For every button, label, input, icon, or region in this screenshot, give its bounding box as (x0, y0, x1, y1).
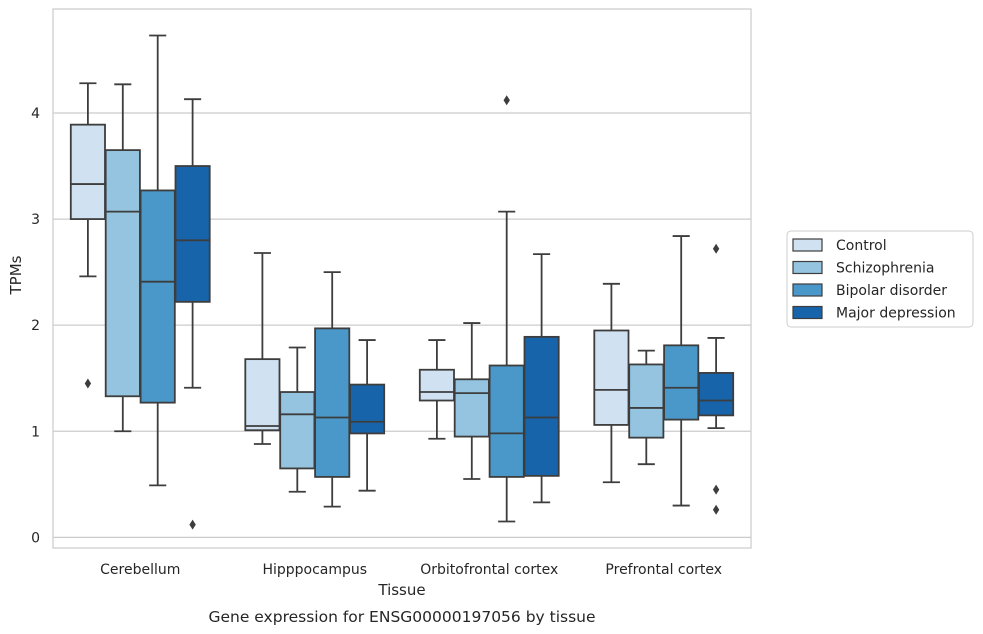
box-iqr (628, 363, 665, 439)
y-tick-label: 4 (31, 106, 40, 122)
figure-caption: Gene expression for ENSG00000197056 by t… (208, 608, 595, 626)
legend-swatch (792, 305, 823, 320)
box-iqr (314, 327, 351, 478)
box-schizophrenia (104, 83, 141, 433)
box-bipolar-disorder (314, 271, 351, 508)
legend-label: Control (836, 238, 887, 254)
box-bipolar-disorder (663, 235, 700, 507)
box-groups (69, 34, 735, 530)
box-schizophrenia (279, 346, 316, 493)
box-iqr (349, 383, 386, 435)
box-iqr (523, 335, 560, 477)
x-tick-label: Orbitofrontal cortex (420, 562, 558, 578)
box-major-depression (349, 339, 386, 492)
y-tick-label: 1 (31, 424, 40, 440)
legend-label: Schizophrenia (836, 261, 934, 277)
box-schizophrenia (628, 349, 665, 466)
box-iqr (279, 391, 316, 470)
legend-frame (786, 230, 974, 328)
outlier-point (189, 519, 196, 530)
plot-area-frame (52, 8, 752, 549)
x-tick-label: Cerebellum (100, 562, 180, 578)
outlier-point (712, 484, 720, 495)
legend-swatch (792, 238, 823, 252)
legend-label: Major depression (836, 306, 956, 322)
y-axis-label: TPMs (7, 255, 25, 295)
box-iqr (698, 372, 735, 417)
box-iqr (174, 165, 211, 303)
box-iqr (453, 378, 490, 438)
box-bipolar-disorder (139, 34, 176, 487)
x-tick-label: Hipppocampus (262, 562, 367, 578)
y-tick-label: 3 (31, 212, 40, 228)
legend: Control Schizophrenia Bipolar disorder Majo… (786, 230, 974, 328)
x-tick-labels: Cerebellum Hipppocampus Orbitofrontal cort… (100, 562, 722, 578)
legend-swatch (792, 260, 823, 275)
box-major-depression (523, 253, 560, 504)
box-iqr (139, 189, 176, 404)
y-tick-labels: 0 1 2 3 4 (31, 106, 40, 546)
box-iqr (593, 329, 630, 426)
y-tick-label: 2 (31, 318, 40, 334)
box-major-depression (174, 98, 211, 530)
box-control (69, 82, 106, 389)
legend-label: Bipolar disorder (836, 283, 947, 299)
box-major-depression (698, 243, 735, 515)
box-iqr (244, 358, 281, 432)
outlier-point (712, 243, 720, 254)
box-bipolar-disorder (488, 95, 525, 523)
box-iqr (69, 123, 106, 220)
outlier-point (84, 378, 92, 389)
x-tick-label: Prefrontal cortex (605, 562, 722, 578)
box-control (593, 282, 630, 484)
outlier-point (503, 95, 510, 106)
box-iqr (663, 344, 700, 421)
outlier-point (712, 504, 720, 515)
box-iqr (104, 149, 141, 398)
box-iqr (418, 368, 455, 402)
box-iqr (488, 364, 525, 478)
x-axis-label: Tissue (377, 581, 425, 599)
y-tick-label: 0 (31, 530, 40, 546)
box-schizophrenia (453, 322, 490, 480)
legend-swatch (792, 283, 823, 297)
box-control (244, 252, 281, 445)
